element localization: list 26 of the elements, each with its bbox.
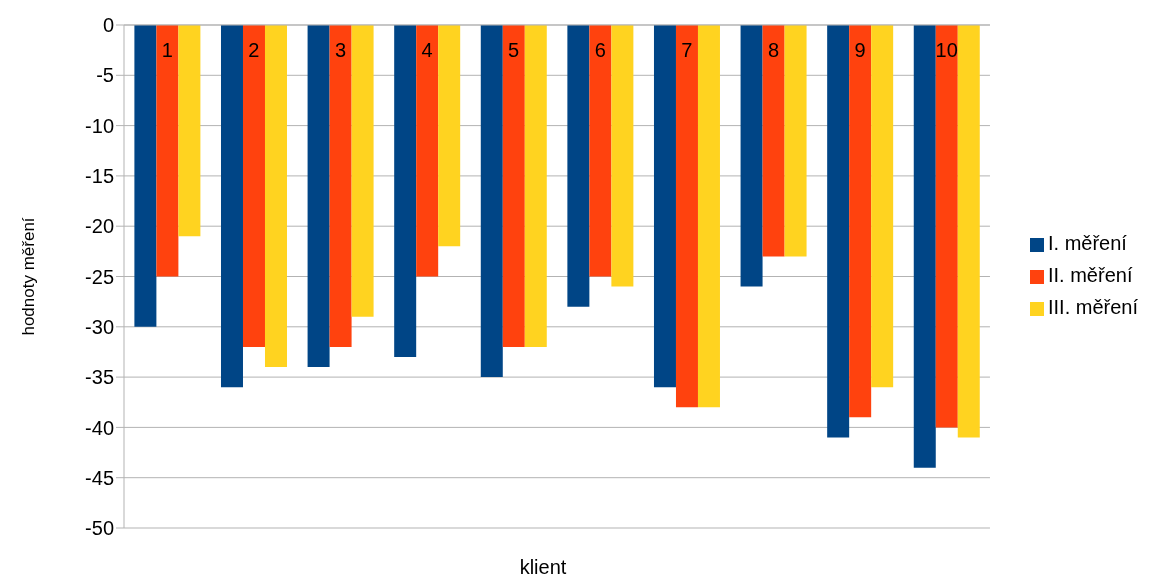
y-tick-label: -30 <box>85 315 114 338</box>
x-tick-label: 3 <box>334 39 347 61</box>
x-axis-title: klient <box>518 556 568 579</box>
y-tick-label: -40 <box>85 416 114 439</box>
x-tick-label: 4 <box>421 39 433 61</box>
y-axis-title: hodnoty měření <box>19 217 39 336</box>
x-tick-label: 7 <box>681 39 693 61</box>
y-tick-label: -20 <box>85 215 114 238</box>
x-tick-label: 10 <box>935 39 958 61</box>
x-tick-label: 6 <box>594 39 606 61</box>
x-tick-label: 2 <box>248 39 260 61</box>
y-tick-label: -15 <box>85 165 114 187</box>
y-tick-label: 0 <box>102 14 114 37</box>
y-tick-label: -25 <box>85 265 114 288</box>
x-tick-label: 9 <box>854 39 866 61</box>
x-tick-label: 5 <box>508 39 520 61</box>
legend-label: I. měření <box>1047 232 1127 254</box>
y-tick-label: -10 <box>85 114 114 137</box>
y-tick-label: -35 <box>85 366 114 389</box>
y-tick-label: -50 <box>85 517 114 540</box>
legend-label: II. měření <box>1047 264 1133 286</box>
y-tick-label: -5 <box>96 64 114 87</box>
x-tick-label: 8 <box>767 39 780 61</box>
y-tick-label: -45 <box>85 466 114 489</box>
legend-label: III. měření <box>1047 296 1138 318</box>
x-tick-label: 1 <box>161 39 173 61</box>
